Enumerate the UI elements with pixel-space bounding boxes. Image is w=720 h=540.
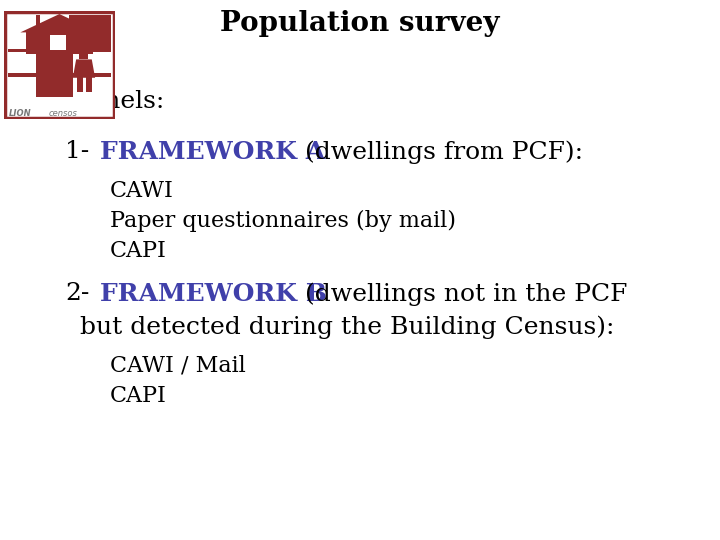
Text: censos: censos — [48, 109, 77, 118]
Polygon shape — [20, 14, 99, 32]
Bar — [8, 15, 36, 49]
Text: LION: LION — [9, 109, 32, 118]
Bar — [73, 52, 111, 73]
Circle shape — [78, 32, 89, 43]
Text: Population survey: Population survey — [220, 10, 500, 37]
Text: 2-: 2- — [65, 282, 89, 305]
Circle shape — [38, 33, 47, 42]
Bar — [40, 15, 69, 49]
Bar — [37, 56, 55, 78]
Bar — [48, 77, 53, 92]
Text: 1-: 1- — [65, 140, 89, 163]
Text: but detected during the Building Census):: but detected during the Building Census)… — [80, 315, 614, 339]
Bar — [77, 77, 83, 92]
Text: FRAMEWORK B: FRAMEWORK B — [100, 282, 327, 306]
Text: •: • — [38, 90, 53, 113]
Bar — [8, 15, 111, 97]
Bar — [73, 77, 111, 97]
Bar — [8, 77, 36, 97]
Bar — [40, 77, 44, 92]
Text: CAPI: CAPI — [110, 240, 167, 262]
Bar — [40, 39, 46, 56]
Text: Paper questionnaires (by mail): Paper questionnaires (by mail) — [110, 210, 456, 232]
Text: CAWI / Mail: CAWI / Mail — [110, 355, 246, 377]
Bar — [86, 77, 91, 92]
Bar — [79, 40, 89, 59]
Text: CAPI: CAPI — [110, 385, 167, 407]
Text: (dwellings not in the PCF: (dwellings not in the PCF — [305, 282, 627, 306]
Text: FRAMEWORK A: FRAMEWORK A — [100, 140, 325, 164]
Text: (dwellings from PCF):: (dwellings from PCF): — [305, 140, 583, 164]
Text: CAWI: CAWI — [110, 180, 174, 202]
Polygon shape — [73, 59, 95, 78]
Bar — [8, 52, 36, 73]
Bar — [26, 30, 93, 54]
Bar — [50, 35, 66, 50]
Text: Chanels:: Chanels: — [55, 90, 166, 113]
